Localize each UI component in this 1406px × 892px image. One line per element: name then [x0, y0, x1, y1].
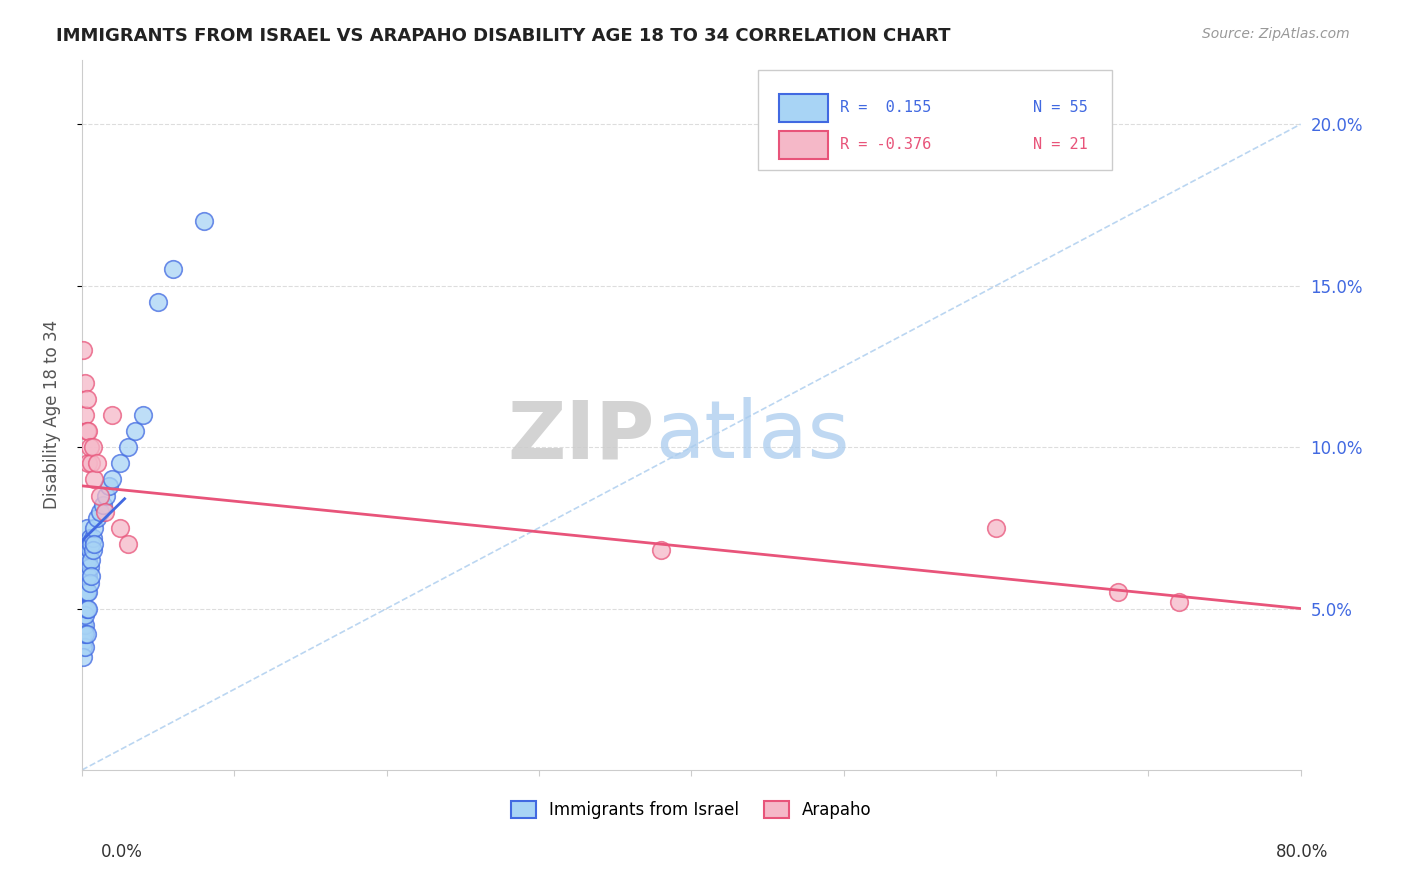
Point	[108, 521, 131, 535]
Point	[79, 559, 101, 574]
Point	[83, 537, 105, 551]
Point	[96, 489, 118, 503]
Bar	[779, 130, 828, 159]
Point	[82, 543, 104, 558]
Point	[72, 569, 94, 583]
Text: N = 55: N = 55	[1032, 101, 1087, 115]
Point	[73, 376, 96, 390]
Point	[72, 585, 94, 599]
Point	[73, 627, 96, 641]
Point	[83, 472, 105, 486]
Point	[79, 543, 101, 558]
Point	[76, 585, 98, 599]
Point	[79, 440, 101, 454]
Point	[77, 601, 100, 615]
Point	[76, 553, 98, 567]
Point	[77, 569, 100, 583]
Point	[72, 343, 94, 358]
Point	[80, 553, 103, 567]
Text: IMMIGRANTS FROM ISRAEL VS ARAPAHO DISABILITY AGE 18 TO 34 CORRELATION CHART: IMMIGRANTS FROM ISRAEL VS ARAPAHO DISABI…	[56, 27, 950, 45]
Point	[1107, 585, 1129, 599]
Point	[98, 479, 121, 493]
Point	[73, 537, 96, 551]
Point	[73, 607, 96, 622]
Point	[72, 553, 94, 567]
Point	[76, 424, 98, 438]
Point	[73, 640, 96, 655]
FancyBboxPatch shape	[758, 70, 1112, 169]
Point	[80, 456, 103, 470]
Point	[91, 498, 114, 512]
Point	[73, 585, 96, 599]
Point	[89, 505, 111, 519]
Point	[193, 214, 215, 228]
Point	[73, 553, 96, 567]
Point	[73, 569, 96, 583]
Point	[77, 585, 100, 599]
Point	[101, 472, 124, 486]
Point	[82, 440, 104, 454]
Text: Source: ZipAtlas.com: Source: ZipAtlas.com	[1202, 27, 1350, 41]
Point	[76, 521, 98, 535]
Point	[1167, 595, 1189, 609]
Point	[72, 650, 94, 665]
Legend: Immigrants from Israel, Arapaho: Immigrants from Israel, Arapaho	[503, 794, 879, 826]
Point	[132, 408, 155, 422]
Text: ZIP: ZIP	[508, 397, 655, 475]
Point	[162, 262, 184, 277]
Y-axis label: Disability Age 18 to 34: Disability Age 18 to 34	[44, 320, 60, 509]
Point	[72, 633, 94, 648]
Point	[117, 537, 139, 551]
Point	[108, 456, 131, 470]
Point	[76, 543, 98, 558]
Point	[76, 627, 98, 641]
Point	[80, 569, 103, 583]
Point	[72, 617, 94, 632]
Point	[117, 440, 139, 454]
Point	[77, 537, 100, 551]
Point	[76, 392, 98, 406]
Point	[86, 511, 108, 525]
Point	[94, 505, 117, 519]
Point	[650, 543, 672, 558]
Bar	[779, 94, 828, 122]
Point	[86, 456, 108, 470]
Text: 80.0%: 80.0%	[1277, 843, 1329, 861]
Text: N = 21: N = 21	[1032, 137, 1087, 153]
Point	[73, 601, 96, 615]
Point	[146, 294, 169, 309]
Point	[89, 489, 111, 503]
Point	[72, 601, 94, 615]
Point	[76, 601, 98, 615]
Text: R =  0.155: R = 0.155	[839, 101, 931, 115]
Text: R = -0.376: R = -0.376	[839, 137, 931, 153]
Point	[72, 607, 94, 622]
Point	[83, 521, 105, 535]
Point	[77, 553, 100, 567]
Point	[80, 537, 103, 551]
Point	[77, 424, 100, 438]
Point	[82, 531, 104, 545]
Point	[72, 627, 94, 641]
Point	[101, 408, 124, 422]
Point	[79, 531, 101, 545]
Point	[76, 569, 98, 583]
Point	[73, 617, 96, 632]
Point	[984, 521, 1007, 535]
Text: 0.0%: 0.0%	[101, 843, 143, 861]
Point	[124, 424, 146, 438]
Text: atlas: atlas	[655, 397, 849, 475]
Point	[79, 575, 101, 590]
Point	[73, 408, 96, 422]
Point	[72, 640, 94, 655]
Point	[77, 456, 100, 470]
